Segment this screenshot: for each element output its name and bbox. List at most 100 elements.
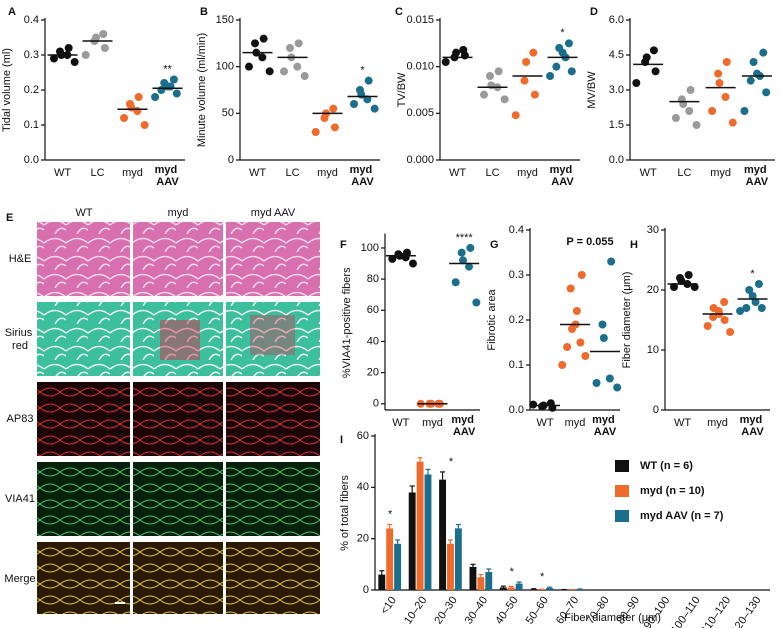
dot [751,298,760,306]
y-tick-label: 0.010 [406,61,434,73]
dot [151,93,160,101]
x-tick-label: myd [710,167,731,179]
y-axis-label: % of total fibers [339,475,351,551]
row-label: H&E [9,253,32,265]
micrograph [133,462,223,536]
panel-label: D [590,6,598,18]
y-tick-label: 100 [216,61,234,73]
y-axis-label: MV/BW [586,71,598,109]
dot [745,286,754,294]
y-tick-label: 100 [361,242,379,254]
legend-swatch [615,510,629,522]
micrograph [133,302,223,376]
y-tick-label: 0 [228,154,234,166]
y-tick-label: 150 [216,14,234,26]
panel-label: E [6,212,13,224]
dot [721,93,730,101]
y-axis-label: Tidal volume (ml) [1,48,13,132]
x-tick-label: 10–20 [402,595,429,627]
micrograph [226,302,320,376]
dot [632,79,641,87]
micrographs [37,222,320,614]
micrograph [226,222,320,296]
column-label: myd [168,207,189,219]
significance: * [750,268,755,280]
dot [370,104,379,113]
y-tick-label: 0.000 [406,154,434,166]
dot [494,67,503,76]
x-tick-label: 20–30 [432,595,459,627]
micrograph [37,222,130,296]
dot [530,90,539,99]
dot [311,128,320,136]
dot [166,82,175,91]
micrograph [133,222,223,296]
dot [409,259,417,268]
panel-label: I [340,434,343,446]
y-tick-label: 10 [647,344,659,356]
y-tick-label: 3.0 [609,84,624,96]
bar [546,587,553,590]
x-tick-label: myd AAV [451,414,477,438]
dot [286,44,294,52]
y-tick-label: 20 [647,284,659,296]
dot [140,121,149,129]
micrograph [226,542,320,614]
dot [607,257,616,266]
x-tick-label: myd AAV [550,164,576,188]
dot [245,62,253,71]
y-tick-label: 0.3 [24,49,39,61]
dot [451,278,460,287]
dot [709,313,718,321]
dot [762,88,771,97]
y-tick-label: 0 [653,404,659,416]
bar [469,566,477,590]
dot [329,104,338,113]
x-tick-label: LC [677,167,691,179]
dot [670,283,678,291]
significance: * [510,566,515,578]
dot [715,79,724,87]
y-axis-label: Minute volume (ml/min) [196,33,208,147]
y-tick-label: 0.0 [509,404,524,416]
y-axis-label: %VIA41-positive fibers [341,267,353,378]
y-tick-label: 20 [357,533,369,545]
micrograph [226,462,320,536]
x-tick-label: WT [536,417,553,429]
legend-swatch [615,485,629,497]
row-label: VIA41 [5,493,35,505]
y-tick-label: 30 [647,224,659,236]
dot [300,72,309,80]
dot [294,39,303,48]
x-tick-label: 100–110 [669,595,703,628]
dot [577,271,586,279]
dot [169,75,178,84]
bar [386,528,394,590]
bar [454,528,462,590]
dot [457,248,466,257]
dot [754,280,763,288]
y-tick-label: 0.0 [609,154,624,166]
y-tick-label: 20 [367,367,379,379]
dot [692,121,701,129]
x-tick-label: WT [640,167,657,179]
x-tick-label: myd [317,167,338,179]
micrograph [226,382,320,456]
x-tick-label: 30–40 [463,595,490,627]
dot [684,271,693,279]
significance: * [388,508,393,520]
dot [546,72,555,80]
panel-label: A [8,6,16,18]
dot [459,256,467,265]
significance: * [449,456,454,468]
bar [408,492,416,590]
y-tick-label: 0.4 [24,14,39,26]
x-axis-label: Fiber diameter (μm) [564,612,661,624]
dot [100,44,109,52]
dot [511,111,520,120]
y-tick-label: 0.2 [24,84,39,96]
dot [576,338,585,347]
dot [388,254,397,263]
dot [465,262,473,271]
